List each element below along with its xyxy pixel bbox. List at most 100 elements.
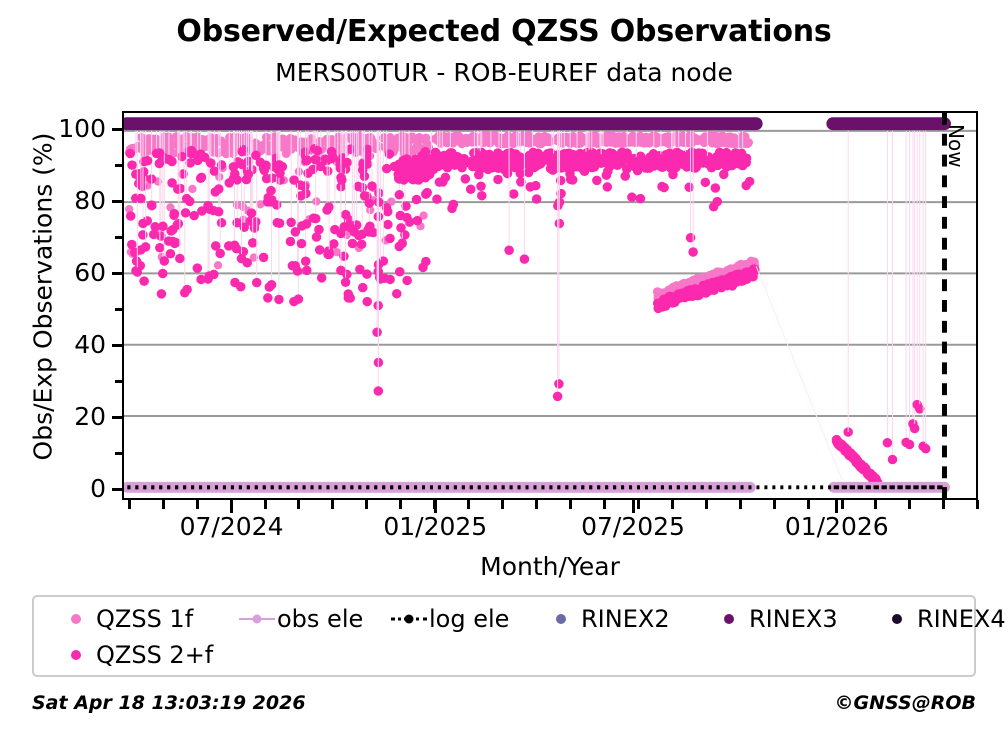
data-point xyxy=(373,386,384,396)
data-point xyxy=(447,203,457,214)
data-point xyxy=(154,148,165,158)
legend-item-obs-ele[interactable]: obs ele xyxy=(237,601,363,637)
data-point xyxy=(460,174,471,184)
data-point xyxy=(148,229,159,240)
data-point xyxy=(627,192,637,202)
legend-item-rinex3[interactable]: RINEX3 xyxy=(709,601,838,637)
data-point xyxy=(155,242,165,253)
data-point xyxy=(622,133,631,143)
legend-item-log-ele[interactable]: log ele xyxy=(389,601,509,637)
data-point xyxy=(206,158,216,168)
data-point xyxy=(840,446,850,456)
data-point xyxy=(526,138,536,148)
data-point xyxy=(322,166,333,176)
dot-marker xyxy=(541,607,581,631)
data-point xyxy=(167,156,177,167)
data-point xyxy=(243,169,254,179)
y-tick-minor-10 xyxy=(115,451,123,455)
data-point xyxy=(568,161,579,172)
data-point xyxy=(366,205,375,215)
data-point xyxy=(687,286,697,296)
data-point xyxy=(612,160,623,171)
data-point xyxy=(165,249,176,259)
data-point xyxy=(228,162,239,172)
data-point xyxy=(577,153,588,163)
data-point xyxy=(715,152,726,163)
data-point xyxy=(666,163,676,173)
x-tick-minor-22 xyxy=(874,500,878,509)
data-point xyxy=(314,245,325,255)
data-point xyxy=(251,217,261,227)
data-point xyxy=(736,151,747,162)
data-point xyxy=(359,191,370,201)
data-point xyxy=(242,257,253,268)
data-point xyxy=(290,261,300,271)
data-point xyxy=(534,132,543,141)
x-tick-major-2 xyxy=(631,500,635,513)
x-tick-label-07/2025: 07/2025 xyxy=(581,512,685,541)
data-point xyxy=(281,149,291,159)
data-point xyxy=(427,158,438,168)
data-point xyxy=(508,189,519,199)
data-point xyxy=(367,181,377,191)
data-point xyxy=(329,239,339,249)
data-point xyxy=(125,204,134,214)
data-point xyxy=(535,159,546,169)
data-point xyxy=(125,148,136,159)
data-point xyxy=(297,221,307,231)
data-point xyxy=(158,268,168,279)
dot-marker xyxy=(709,607,749,631)
data-point xyxy=(673,138,683,148)
legend-item-rinex4[interactable]: RINEX4 xyxy=(877,601,1006,637)
legend-item-qzss-1f[interactable]: QZSS 1f xyxy=(56,601,193,637)
data-point xyxy=(275,175,285,185)
data-point xyxy=(834,438,845,448)
chart-title: Observed/Expected QZSS Observations xyxy=(176,14,832,49)
data-point xyxy=(167,147,176,157)
data-point xyxy=(310,154,320,165)
data-point xyxy=(246,208,257,218)
data-point xyxy=(688,247,698,257)
data-point xyxy=(672,147,682,158)
data-point xyxy=(209,166,220,176)
legend-item-qzss-2-f[interactable]: QZSS 2+f xyxy=(56,637,213,673)
data-point xyxy=(551,163,561,173)
data-point xyxy=(326,146,337,157)
data-point xyxy=(742,267,752,277)
data-point xyxy=(454,131,463,141)
data-point xyxy=(626,155,637,165)
data-point xyxy=(316,273,327,283)
data-point xyxy=(685,152,695,162)
data-point xyxy=(289,296,299,307)
x-tick-minor-4 xyxy=(263,500,267,509)
data-point xyxy=(531,194,542,204)
data-point xyxy=(323,249,333,260)
data-point xyxy=(708,202,719,212)
data-point xyxy=(274,160,285,170)
data-point xyxy=(235,281,246,292)
data-point xyxy=(849,452,860,462)
x-tick-minor-16 xyxy=(670,500,674,509)
data-point xyxy=(855,459,865,469)
y-tick-label-80: 80 xyxy=(74,186,106,216)
data-point xyxy=(127,160,137,170)
data-point xyxy=(509,139,518,149)
data-point xyxy=(337,175,347,185)
chart-legend: QZSS 1f obs ele log ele RINEX2 RINEX3 RINEX4 Q… xyxy=(32,595,1006,677)
data-point xyxy=(146,200,157,210)
data-point xyxy=(914,404,925,414)
x-tick-major-3 xyxy=(835,500,839,513)
data-point xyxy=(181,193,192,204)
x-axis-label: Month/Year xyxy=(480,552,620,581)
data-point xyxy=(264,282,275,292)
data-point xyxy=(703,155,714,166)
data-point xyxy=(180,208,191,218)
dotted-marker xyxy=(389,607,429,631)
y-tick-label-100: 100 xyxy=(58,114,106,143)
legend-item-rinex2[interactable]: RINEX2 xyxy=(541,601,670,637)
data-point xyxy=(329,136,339,145)
data-point xyxy=(268,132,278,142)
x-tick-minor-24 xyxy=(942,500,946,509)
x-tick-major-1 xyxy=(433,500,437,513)
